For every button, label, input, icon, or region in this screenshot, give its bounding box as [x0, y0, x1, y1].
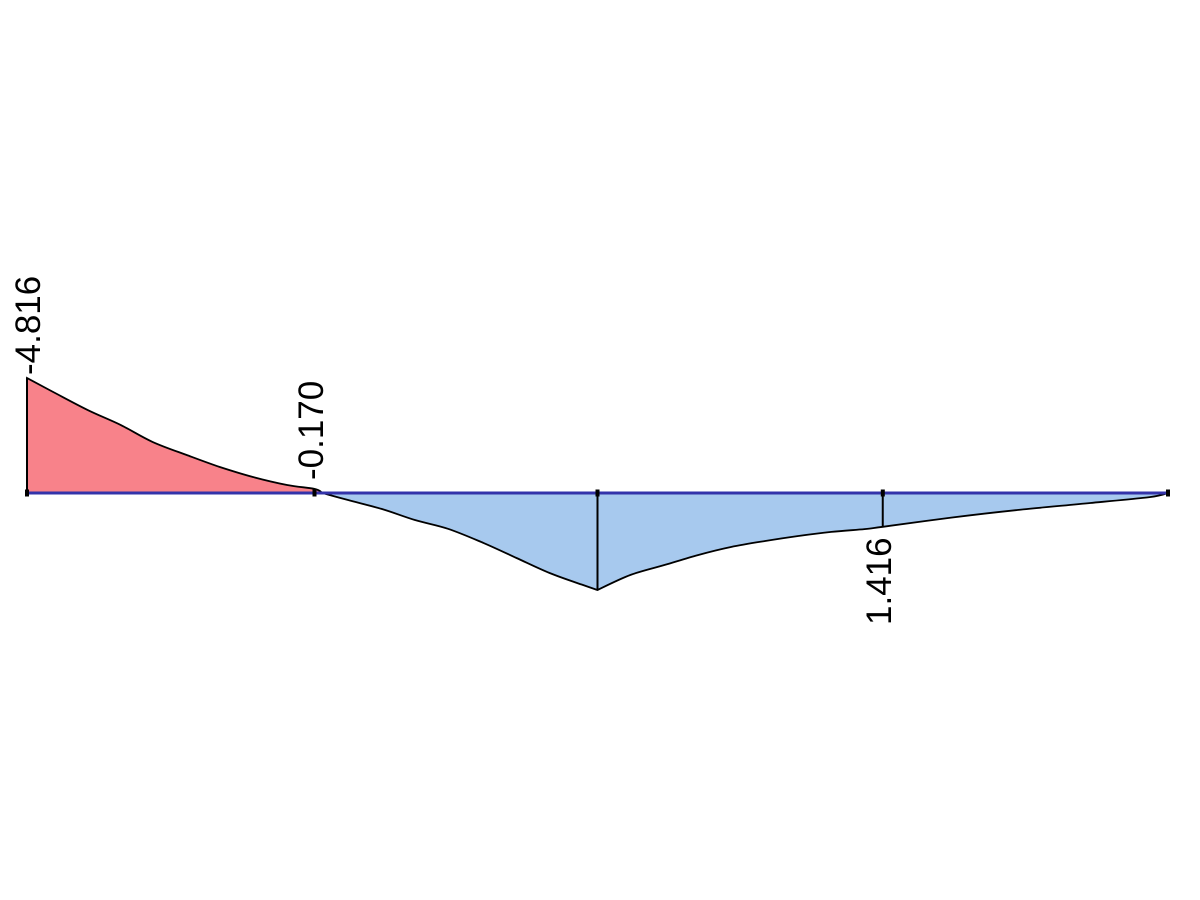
value-label-three-quarter: 1.416 — [860, 537, 899, 625]
node-tick — [1166, 489, 1170, 497]
node-tick — [312, 489, 317, 497]
value-label-zero-crossing: -0.170 — [292, 381, 331, 480]
negative-curve-outline — [26, 376, 323, 494]
axis-node-ticks — [25, 489, 1170, 497]
node-tick — [25, 489, 29, 497]
positive-curve-outline — [322, 492, 1169, 591]
value-label-left-end: -4.816 — [9, 276, 48, 375]
node-tick — [880, 489, 885, 497]
node-tick — [595, 489, 600, 497]
negative-area-fill — [27, 378, 323, 493]
ordinate-marker-lines — [26, 377, 884, 590]
